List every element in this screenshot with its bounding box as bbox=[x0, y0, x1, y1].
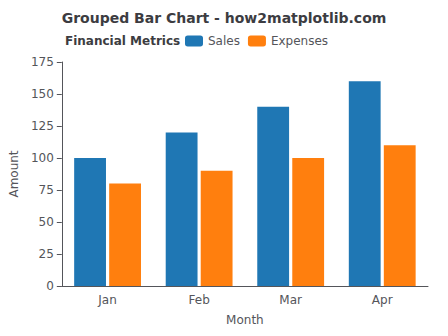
svg-text:Sales: Sales bbox=[208, 34, 240, 48]
svg-text:75: 75 bbox=[39, 183, 54, 197]
svg-text:175: 175 bbox=[31, 55, 54, 69]
svg-text:Apr: Apr bbox=[372, 293, 393, 307]
svg-text:Expenses: Expenses bbox=[271, 34, 328, 48]
svg-text:150: 150 bbox=[31, 87, 54, 101]
svg-text:Month: Month bbox=[226, 313, 264, 327]
svg-text:Feb: Feb bbox=[189, 293, 210, 307]
svg-text:Financial Metrics: Financial Metrics bbox=[65, 34, 180, 48]
svg-text:Mar: Mar bbox=[279, 293, 302, 307]
svg-text:125: 125 bbox=[31, 119, 54, 133]
svg-text:Amount: Amount bbox=[7, 150, 21, 197]
svg-text:25: 25 bbox=[39, 247, 54, 261]
svg-text:50: 50 bbox=[39, 215, 54, 229]
svg-text:Grouped Bar Chart - how2matplo: Grouped Bar Chart - how2matplotlib.com bbox=[62, 10, 387, 26]
svg-text:0: 0 bbox=[46, 279, 54, 293]
svg-text:Jan: Jan bbox=[97, 293, 117, 307]
svg-text:100: 100 bbox=[31, 151, 54, 165]
